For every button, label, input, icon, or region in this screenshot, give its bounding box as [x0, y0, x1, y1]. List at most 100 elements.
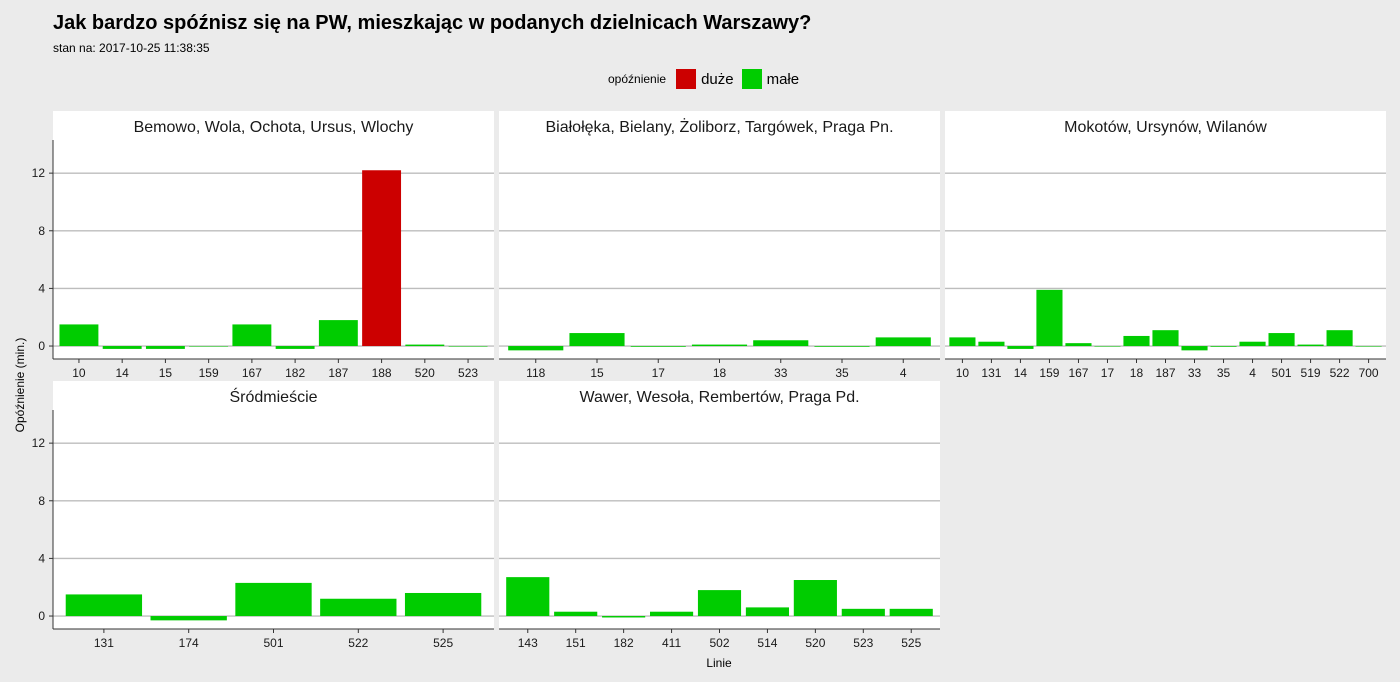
legend-item-duze: duże — [676, 69, 734, 89]
chart-title: Jak bardzo spóźnisz się na PW, mieszkają… — [53, 12, 812, 34]
y-tick-label: 4 — [38, 551, 45, 565]
x-tick-label: 167 — [242, 366, 262, 380]
bar — [1036, 289, 1063, 347]
x-tick-label: 151 — [566, 636, 586, 650]
x-tick-label: 501 — [1272, 366, 1292, 380]
x-tick-label: 520 — [805, 636, 825, 650]
bar — [745, 607, 790, 617]
x-tick-label: 35 — [835, 366, 849, 380]
bar — [362, 170, 402, 347]
x-tick-label: 4 — [900, 366, 907, 380]
bar — [1065, 343, 1092, 347]
bar — [150, 616, 227, 621]
x-tick-label: 523 — [458, 366, 478, 380]
bar — [554, 611, 598, 617]
bar — [405, 344, 445, 347]
bar — [59, 324, 99, 347]
x-tick-label: 10 — [72, 366, 86, 380]
bar — [949, 337, 976, 347]
bar — [649, 611, 694, 617]
x-tick-label: 118 — [526, 366, 545, 380]
legend-item-male: małe — [741, 69, 800, 89]
x-tick-label: 159 — [199, 366, 219, 380]
bar — [235, 582, 312, 617]
panel-strip — [53, 111, 494, 140]
x-tick-label: 525 — [433, 636, 453, 650]
panel-background — [53, 140, 494, 359]
bar — [978, 341, 1005, 347]
bar — [1181, 346, 1208, 351]
bar — [753, 340, 809, 347]
bar — [189, 346, 229, 347]
bar — [448, 346, 488, 347]
bar — [569, 333, 625, 347]
x-tick-label: 188 — [372, 366, 392, 380]
x-tick-label: 501 — [263, 636, 283, 650]
bar — [691, 344, 748, 347]
bar — [1152, 330, 1179, 347]
legend-title: opóźnienie — [608, 72, 667, 86]
x-tick-label: 514 — [757, 636, 777, 650]
panel-background — [499, 140, 940, 359]
x-tick-label: 520 — [415, 366, 435, 380]
x-tick-label: 174 — [179, 636, 199, 650]
panel-strip — [945, 111, 1386, 140]
bar — [841, 608, 885, 617]
x-axis-title: Linie — [706, 656, 732, 670]
bar — [320, 598, 397, 617]
bar — [102, 346, 142, 349]
panel-title: Wawer, Wesoła, Rembertów, Praga Pd. — [579, 389, 859, 406]
x-tick-label: 131 — [981, 366, 1001, 380]
y-tick-label: 8 — [38, 224, 45, 238]
legend-key-duze — [676, 69, 697, 89]
legend-key-male — [741, 69, 762, 89]
bar — [602, 616, 646, 618]
bar — [1297, 344, 1324, 347]
x-tick-label: 14 — [115, 366, 129, 380]
y-tick-label: 12 — [32, 166, 46, 180]
x-tick-label: 33 — [774, 366, 788, 380]
bar — [404, 592, 482, 617]
chart-subtitle: stan na: 2017-10-25 11:38:35 — [53, 41, 210, 55]
x-tick-label: 35 — [1217, 366, 1231, 380]
bar — [875, 337, 931, 347]
x-tick-label: 15 — [159, 366, 173, 380]
bar — [65, 594, 143, 617]
panel-title: Bemowo, Wola, Ochota, Ursus, Wlochy — [134, 119, 414, 136]
x-tick-label: 502 — [709, 636, 729, 650]
x-tick-label: 182 — [614, 636, 634, 650]
legend-label-male: małe — [766, 70, 800, 88]
panel-strip — [499, 111, 940, 140]
x-tick-label: 15 — [590, 366, 604, 380]
bar — [630, 346, 686, 347]
x-tick-label: 17 — [1101, 366, 1115, 380]
x-tick-label: 182 — [285, 366, 305, 380]
legend: opóźnienie duże małe — [608, 68, 807, 90]
bar — [814, 346, 870, 347]
bar — [318, 320, 358, 347]
bar — [506, 577, 550, 617]
y-tick-label: 8 — [38, 494, 45, 508]
bar — [793, 580, 837, 617]
bar — [1123, 335, 1150, 347]
bar — [1007, 346, 1034, 349]
y-tick-label: 12 — [32, 436, 46, 450]
bar — [1239, 341, 1266, 347]
x-tick-label: 522 — [1330, 366, 1350, 380]
panel-title: Śródmieście — [229, 387, 317, 406]
legend-label-duze: duże — [701, 70, 734, 88]
bar — [508, 346, 564, 351]
x-tick-label: 4 — [1249, 366, 1256, 380]
bar — [275, 346, 315, 349]
panel-strip — [53, 381, 494, 410]
bar — [889, 608, 933, 617]
x-tick-label: 14 — [1014, 366, 1028, 380]
y-tick-label: 4 — [38, 281, 45, 295]
panel-title: Białołęka, Bielany, Żoliborz, Targówek, … — [545, 117, 893, 136]
bar — [1355, 346, 1382, 347]
panel-strip — [499, 381, 940, 410]
panel-background — [945, 140, 1386, 359]
x-tick-label: 411 — [662, 636, 681, 650]
y-axis-title: Opóźnienie (min.) — [13, 338, 27, 433]
